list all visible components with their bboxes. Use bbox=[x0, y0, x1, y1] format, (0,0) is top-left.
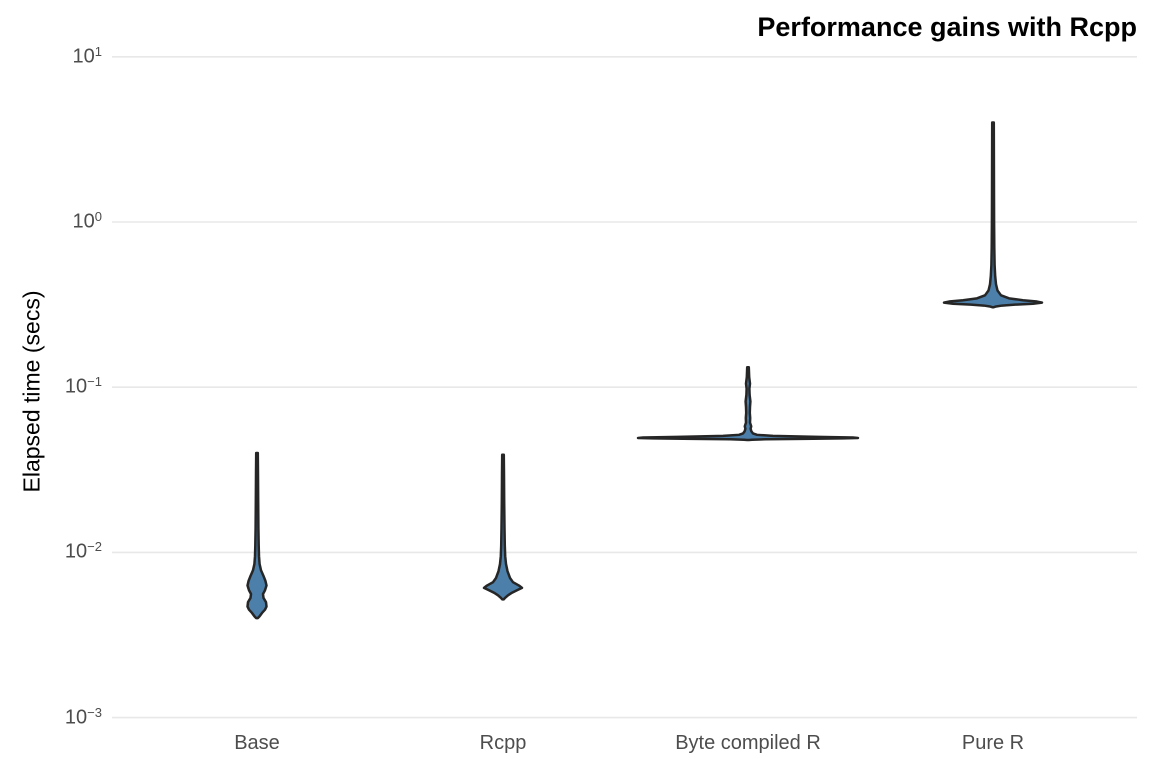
gridlines-group bbox=[112, 55, 1137, 719]
y-tick-label-10e−2: 10−2 bbox=[64, 539, 102, 564]
x-tick-label-byte-compiled-r: Byte compiled R bbox=[675, 732, 821, 754]
chart-title: Performance gains with Rcpp bbox=[757, 12, 1137, 42]
violins-group bbox=[246, 121, 1044, 620]
x-tick-label-rcpp: Rcpp bbox=[479, 732, 527, 754]
violin-pure-r bbox=[942, 121, 1044, 309]
y-tick-label-10e−1: 10−1 bbox=[64, 374, 102, 398]
violin-byte-compiled-r bbox=[636, 366, 860, 442]
y-tick-label-10e0: 100 bbox=[72, 209, 102, 233]
x-tick-label-base: Base bbox=[234, 732, 280, 754]
y-tick-label-10e1: 101 bbox=[72, 43, 102, 68]
y-tick-label-10e−3: 10−3 bbox=[64, 704, 102, 729]
violin-base bbox=[246, 451, 268, 620]
x-tick-label-pure-r: Pure R bbox=[961, 732, 1025, 754]
violin-rcpp bbox=[482, 453, 524, 601]
